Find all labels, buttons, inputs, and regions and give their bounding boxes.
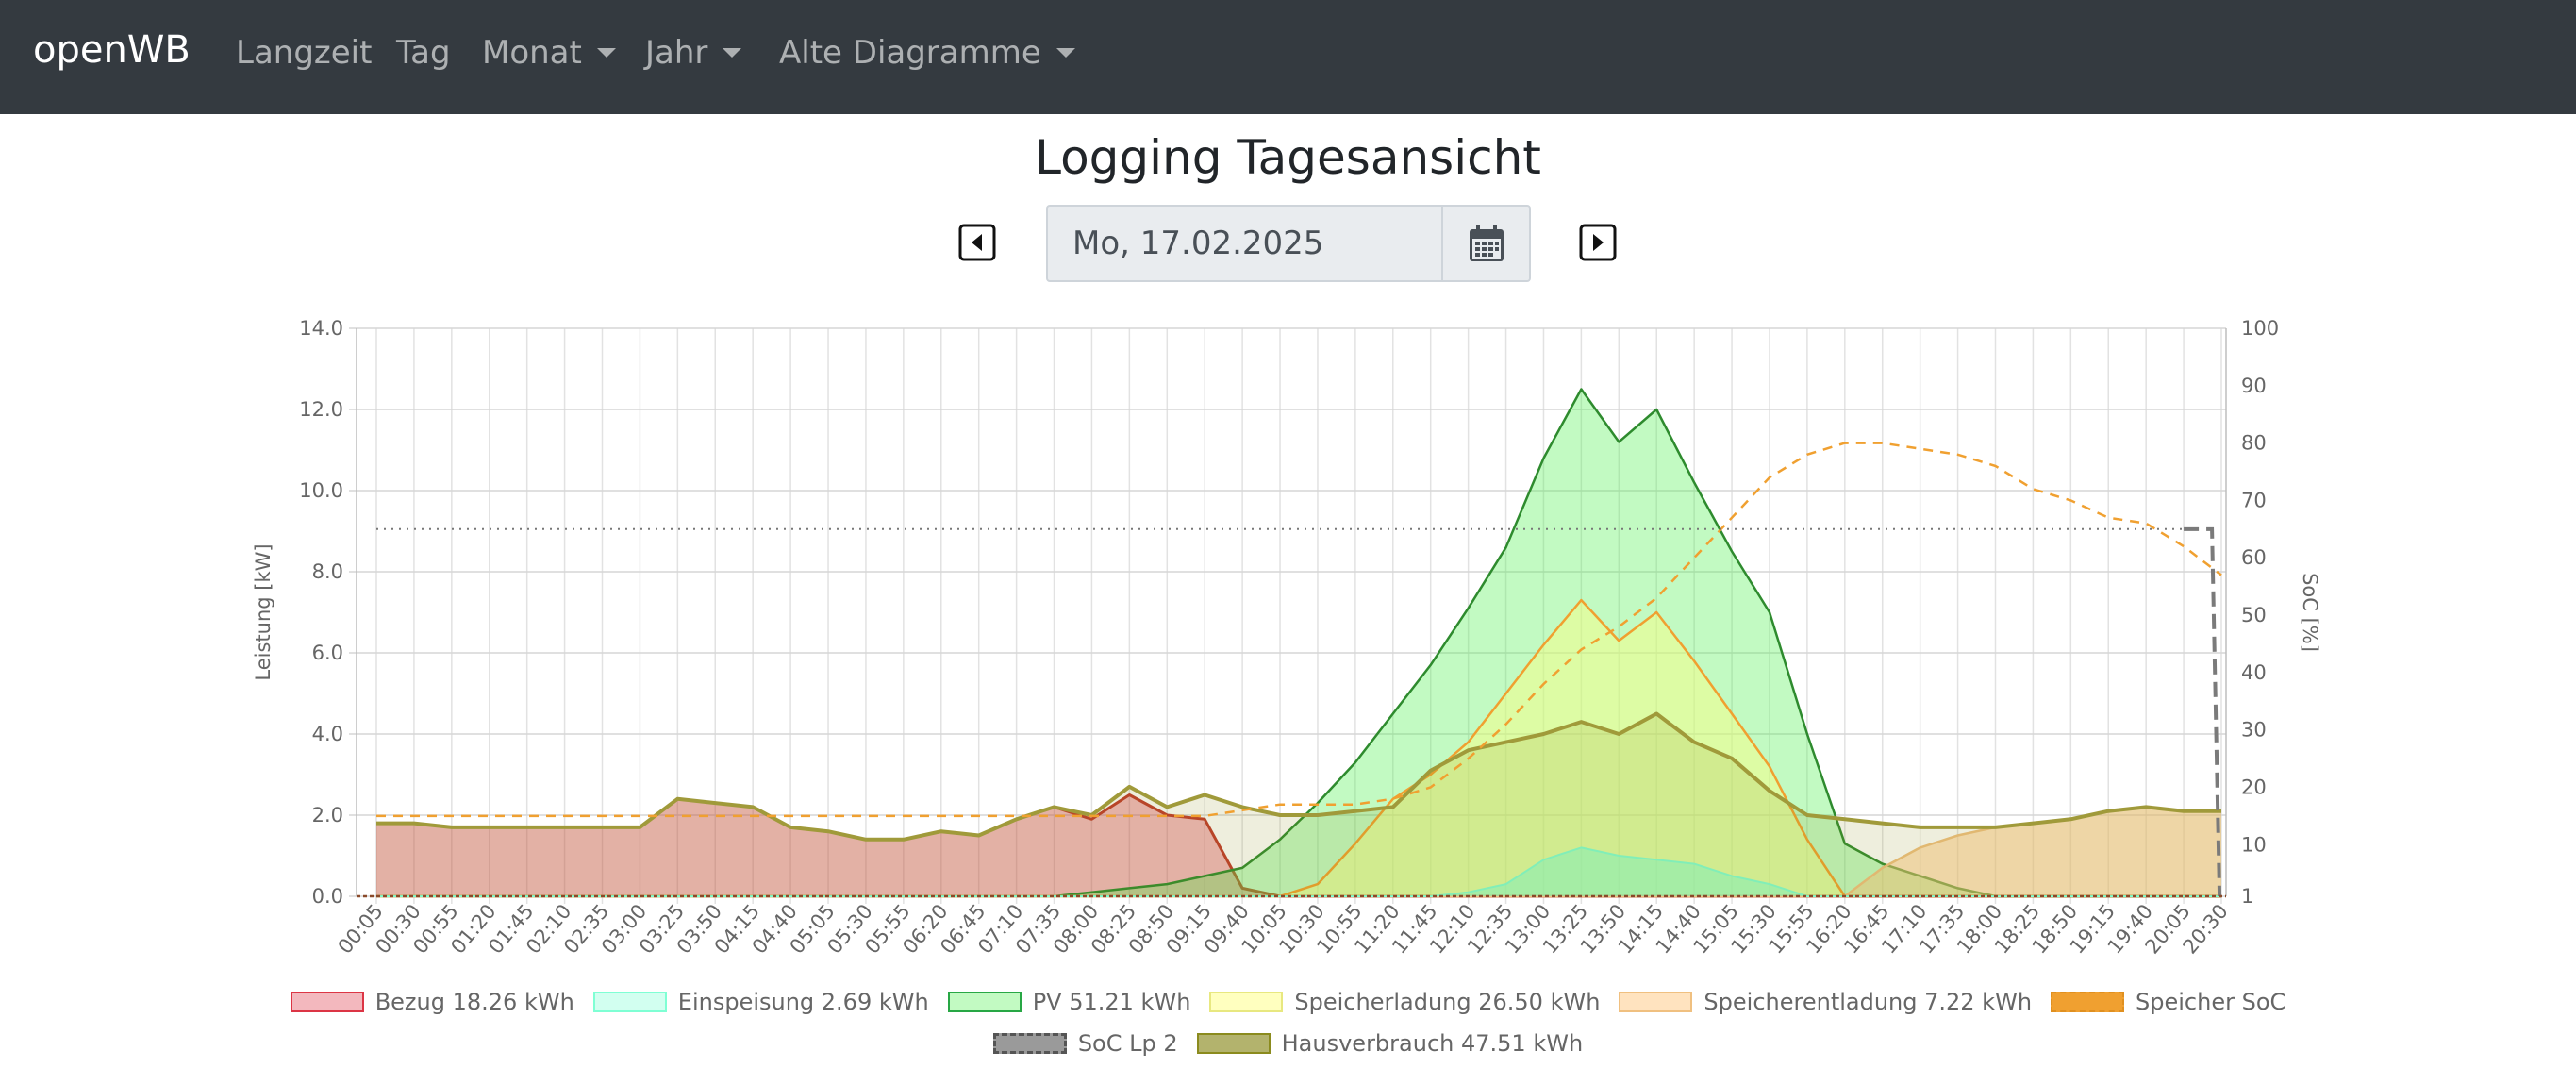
chart-legend: Bezug 18.26 kWh Einspeisung 2.69 kWh PV … <box>0 981 2576 1064</box>
series-speicherentladung-area <box>376 807 2221 896</box>
series-speicher-soc-line <box>376 442 2222 818</box>
y2-tick-label: 40 <box>2241 661 2267 684</box>
legend-item-speicher-soc[interactable]: Speicher SoC <box>2051 989 2285 1015</box>
legend-label: Speicherladung 26.50 kWh <box>1294 989 1601 1015</box>
y2-tick-label: 50 <box>2241 604 2267 626</box>
caret-down-icon <box>596 48 616 58</box>
nav-item-label: Monat <box>482 34 582 72</box>
y2-tick-label: 20 <box>2241 776 2267 798</box>
series-bezug-area <box>376 794 2221 896</box>
legend-swatch <box>992 1033 1067 1054</box>
caret-down-icon <box>723 48 742 58</box>
legend-swatch <box>1209 992 1284 1012</box>
y-tick-label: 4.0 <box>312 723 343 745</box>
date-input[interactable] <box>1048 207 1440 280</box>
legend-swatch <box>2051 992 2125 1012</box>
calendar-icon <box>1469 225 1504 261</box>
legend-swatch <box>290 992 364 1012</box>
nav-item-jahr[interactable]: Jahr <box>645 34 742 72</box>
series-hausverbrauch-line <box>376 711 2221 842</box>
series-soc-lp2-drop <box>2184 526 2222 897</box>
caret-right-square-icon <box>1579 224 1617 261</box>
y2-tick-label: 70 <box>2241 489 2267 511</box>
y2-tick-label: 1 <box>2241 885 2253 908</box>
legend-swatch <box>1196 1033 1271 1054</box>
navbar-brand[interactable]: openWB <box>33 28 191 72</box>
y2-tick-label: 80 <box>2241 432 2267 455</box>
series-pv-area <box>376 389 2221 896</box>
nav-item-monat[interactable]: Monat <box>482 34 616 72</box>
legend-row: SoC Lp 2 Hausverbrauch 47.51 kWh <box>0 1023 2576 1064</box>
legend-item-pv[interactable]: PV 51.21 kWh <box>947 989 1191 1015</box>
nav-item-label: Alte Diagramme <box>779 34 1041 72</box>
nav-item-tag[interactable]: Tag <box>396 34 451 72</box>
series-hausverbrauch-area <box>376 713 2221 896</box>
y-tick-label: 14.0 <box>299 317 343 340</box>
nav-item-alte-diagramme[interactable]: Alte Diagramme <box>779 34 1075 72</box>
legend-label: SoC Lp 2 <box>1077 1030 1178 1057</box>
y-tick-label: 12.0 <box>299 398 343 421</box>
legend-label: Einspeisung 2.69 kWh <box>677 989 929 1015</box>
date-picker <box>1046 205 1531 282</box>
y-tick-label: 6.0 <box>312 642 343 664</box>
legend-label: Hausverbrauch 47.51 kWh <box>1281 1030 1584 1057</box>
legend-label: Speicherentladung 7.22 kWh <box>1703 989 2033 1015</box>
legend-label: Bezug 18.26 kWh <box>374 989 574 1015</box>
y-tick-label: 10.0 <box>299 479 343 502</box>
y2-tick-label: 30 <box>2241 719 2267 742</box>
legend-swatch <box>1619 992 1693 1012</box>
y-tick-label: 2.0 <box>312 804 343 826</box>
legend-label: Speicher SoC <box>2136 989 2286 1015</box>
y2-tick-label: 100 <box>2241 317 2279 340</box>
y-axis-title: Leistung [kW] <box>252 543 274 680</box>
legend-row: Bezug 18.26 kWh Einspeisung 2.69 kWh PV … <box>0 981 2576 1023</box>
y2-tick-label: 10 <box>2241 833 2267 856</box>
next-day-button[interactable] <box>1579 224 1617 261</box>
navbar: openWB Langzeit Tag Monat Jahr Alte Diag… <box>0 0 2576 114</box>
prev-day-button[interactable] <box>958 224 996 261</box>
series-speicherladung-area <box>376 600 2221 896</box>
y2-tick-label: 90 <box>2241 375 2267 397</box>
nav-item-label: Tag <box>396 34 451 72</box>
nav-item-langzeit[interactable]: Langzeit <box>236 34 372 72</box>
tagesansicht-chart: 0.0 2.0 4.0 6.0 8.0 10.0 12.0 14.0 1 10 20 30 40 50 60… <box>252 317 2321 959</box>
legend-swatch <box>592 992 667 1012</box>
y2-axis-title: SoC [%] <box>2299 573 2321 652</box>
calendar-button[interactable] <box>1441 207 1529 280</box>
y-tick-label: 8.0 <box>312 560 343 583</box>
nav-item-label: Langzeit <box>236 34 373 72</box>
nav-item-label: Jahr <box>645 34 708 72</box>
page-title: Logging Tagesansicht <box>1035 130 1541 185</box>
legend-swatch <box>947 992 1022 1012</box>
y2-tick-label: 60 <box>2241 546 2267 569</box>
legend-item-speicherladung[interactable]: Speicherladung 26.50 kWh <box>1209 989 1600 1015</box>
legend-item-speicherentladung[interactable]: Speicherentladung 7.22 kWh <box>1619 989 2032 1015</box>
caret-down-icon <box>1055 48 1075 58</box>
y-tick-label: 0.0 <box>312 885 343 908</box>
legend-item-hausverbrauch[interactable]: Hausverbrauch 47.51 kWh <box>1196 1030 1584 1057</box>
legend-item-bezug[interactable]: Bezug 18.26 kWh <box>290 989 574 1015</box>
series-einspeisung-area <box>376 847 2221 896</box>
legend-item-einspeisung[interactable]: Einspeisung 2.69 kWh <box>592 989 929 1015</box>
legend-label: PV 51.21 kWh <box>1032 989 1191 1015</box>
legend-item-soc-lp2[interactable]: SoC Lp 2 <box>992 1030 1178 1057</box>
caret-left-square-icon <box>958 224 996 261</box>
